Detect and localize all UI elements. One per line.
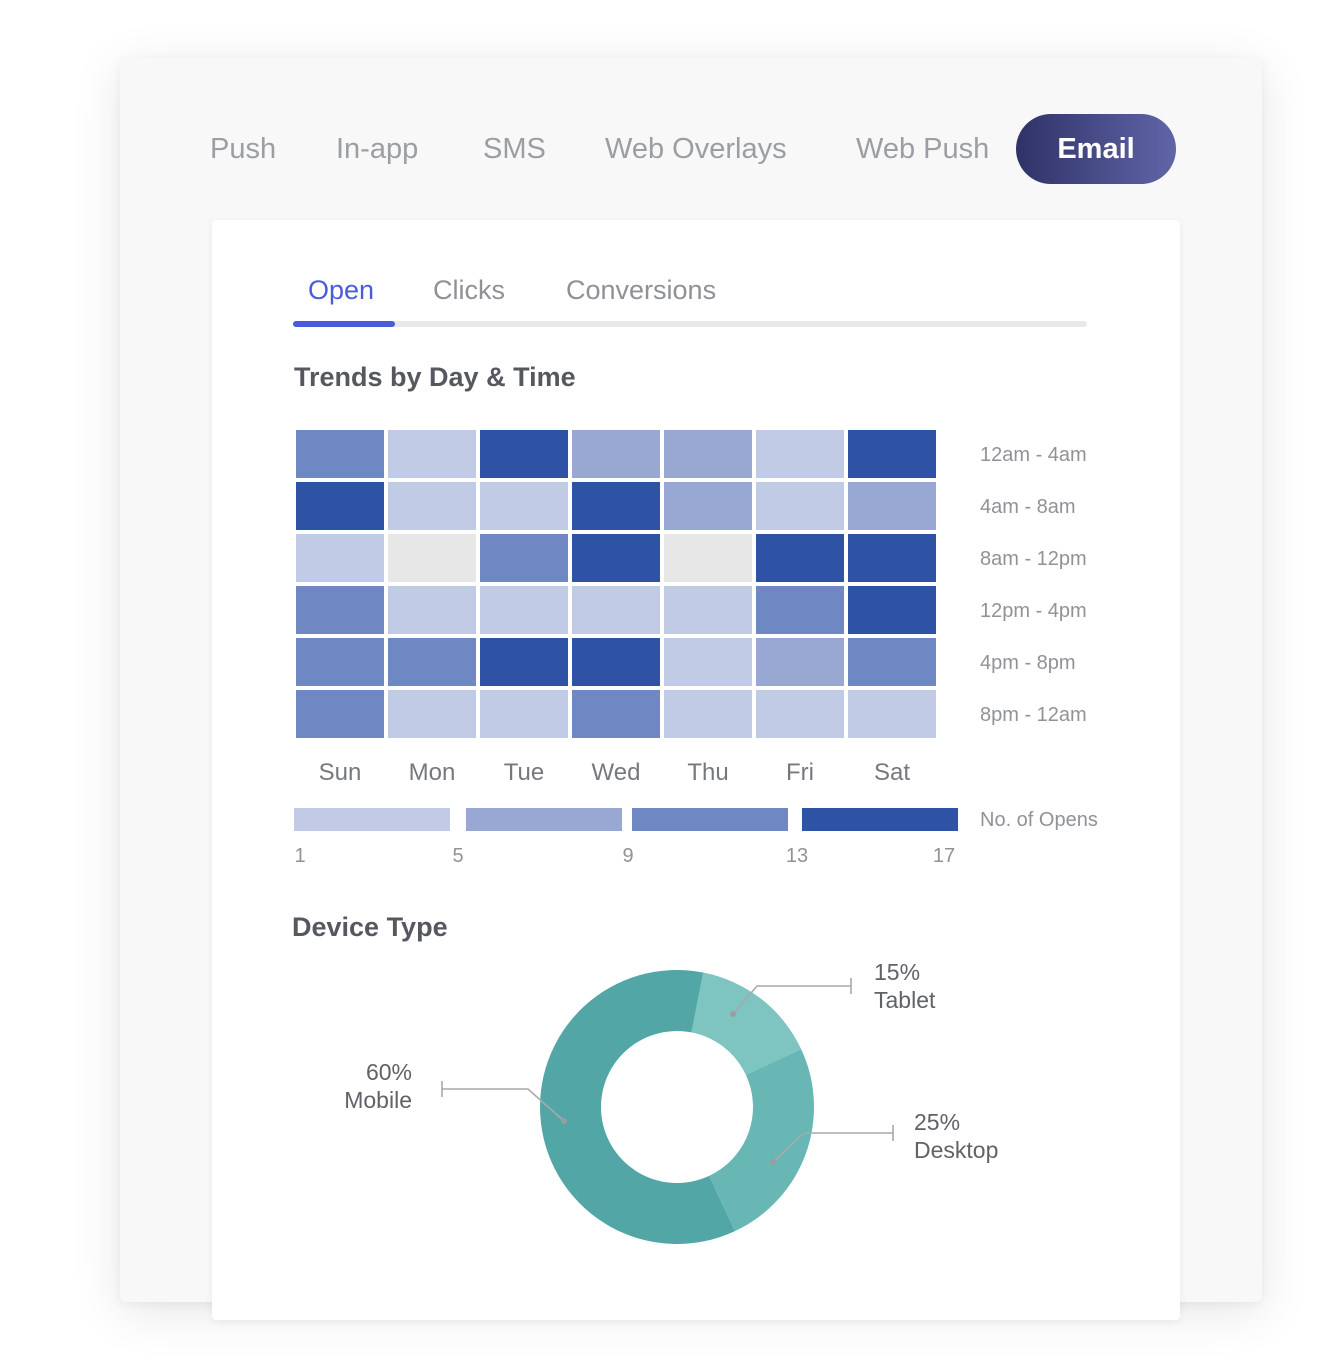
heatmap-cell <box>296 690 384 738</box>
tab-in-app[interactable]: In-app <box>336 133 419 165</box>
slice-name-label: Tablet <box>874 987 936 1013</box>
heatmap-cell <box>848 586 936 634</box>
tab-open[interactable]: Open <box>308 275 375 305</box>
tab-web-push[interactable]: Web Push <box>856 133 990 165</box>
active-tab-indicator <box>293 321 395 327</box>
heatmap-col-label: Mon <box>409 759 456 786</box>
leader-line <box>442 1088 565 1122</box>
donut-slice-tablet <box>691 972 802 1075</box>
heatmap-row-label: 4am - 8am <box>980 496 1076 518</box>
heatmap-cell <box>848 690 936 738</box>
heatmap-cell <box>388 482 476 530</box>
heatmap-cell <box>664 638 752 686</box>
heatmap-cell <box>296 430 384 478</box>
tab-clicks[interactable]: Clicks <box>433 275 505 305</box>
heatmap-cell <box>756 430 844 478</box>
heatmap-cell <box>756 638 844 686</box>
heatmap-cell <box>664 534 752 582</box>
tab-track <box>293 321 1087 327</box>
heatmap-cell <box>664 586 752 634</box>
heatmap-cell <box>388 586 476 634</box>
heatmap-cell <box>480 690 568 738</box>
heatmap-col-label: Wed <box>592 759 641 786</box>
leader-dot <box>561 1118 567 1124</box>
tab-push[interactable]: Push <box>210 133 277 165</box>
leader-line <box>732 985 851 1015</box>
tab-sms[interactable]: SMS <box>483 133 546 165</box>
heatmap-cell <box>756 482 844 530</box>
tab-web-overlays[interactable]: Web Overlays <box>605 133 787 165</box>
heatmap-cell <box>480 482 568 530</box>
leader-dot <box>730 1011 736 1017</box>
heatmap-cell <box>572 430 660 478</box>
legend-tick: 1 <box>294 845 305 867</box>
heatmap-row-label: 8pm - 12am <box>980 704 1087 726</box>
heatmap-cell <box>664 430 752 478</box>
heatmap-cell <box>296 638 384 686</box>
heatmap-col-label: Sat <box>874 759 910 786</box>
legend-swatch <box>802 808 958 831</box>
heatmap-cell <box>480 430 568 478</box>
heatmap-cell <box>296 586 384 634</box>
heatmap-cell <box>296 534 384 582</box>
donut-slice-desktop <box>709 1049 814 1232</box>
legend-tick: 13 <box>786 845 808 867</box>
tab-conversions[interactable]: Conversions <box>566 275 717 305</box>
slice-value-label: 60% <box>366 1059 412 1085</box>
heatmap-col-label: Tue <box>504 759 544 786</box>
heatmap-row-label: 4pm - 8pm <box>980 652 1076 674</box>
heatmap-cell <box>572 482 660 530</box>
tab-email[interactable]: Email <box>1016 114 1176 184</box>
heatmap-title: Trends by Day & Time <box>294 362 576 392</box>
heatmap-cell <box>572 586 660 634</box>
heatmap-row-label: 12am - 4am <box>980 444 1087 466</box>
legend-tick: 17 <box>933 845 955 867</box>
heatmap-cell <box>388 638 476 686</box>
heatmap-cell <box>756 690 844 738</box>
legend-swatch <box>632 808 788 831</box>
legend-tick: 5 <box>452 845 463 867</box>
heatmap-cell <box>664 690 752 738</box>
heatmap-cell <box>480 534 568 582</box>
heatmap-col-label: Thu <box>687 759 728 786</box>
legend-swatch <box>466 808 622 831</box>
heatmap-cell <box>848 534 936 582</box>
heatmap-cell <box>756 534 844 582</box>
heatmap-cell <box>756 586 844 634</box>
leader-line <box>772 1132 893 1163</box>
heatmap-row-label: 8am - 12pm <box>980 548 1087 570</box>
slice-value-label: 25% <box>914 1109 960 1135</box>
legend-swatch <box>294 808 450 831</box>
heatmap-row-label: 12pm - 4pm <box>980 600 1087 622</box>
heatmap-cell <box>572 690 660 738</box>
slice-value-label: 15% <box>874 959 920 985</box>
heatmap-cell <box>572 638 660 686</box>
heatmap-cell <box>572 534 660 582</box>
heatmap-col-label: Sun <box>319 759 362 786</box>
slice-name-label: Mobile <box>344 1087 412 1113</box>
heatmap-cell <box>848 430 936 478</box>
heatmap-cell <box>296 482 384 530</box>
heatmap-cell <box>388 690 476 738</box>
donut-slice-mobile <box>540 970 735 1244</box>
heatmap-col-label: Fri <box>786 759 814 786</box>
heatmap-cell <box>848 638 936 686</box>
heatmap-cell <box>388 534 476 582</box>
heatmap-cell <box>480 638 568 686</box>
slice-name-label: Desktop <box>914 1137 998 1163</box>
legend-tick: 9 <box>622 845 633 867</box>
heatmap-cell <box>480 586 568 634</box>
heatmap-cell <box>848 482 936 530</box>
device-type-title: Device Type <box>292 912 448 942</box>
leader-dot <box>770 1159 776 1165</box>
analytics-card <box>212 220 1180 1320</box>
legend-title: No. of Opens <box>980 809 1098 831</box>
heatmap-cell <box>388 430 476 478</box>
heatmap-cell <box>664 482 752 530</box>
